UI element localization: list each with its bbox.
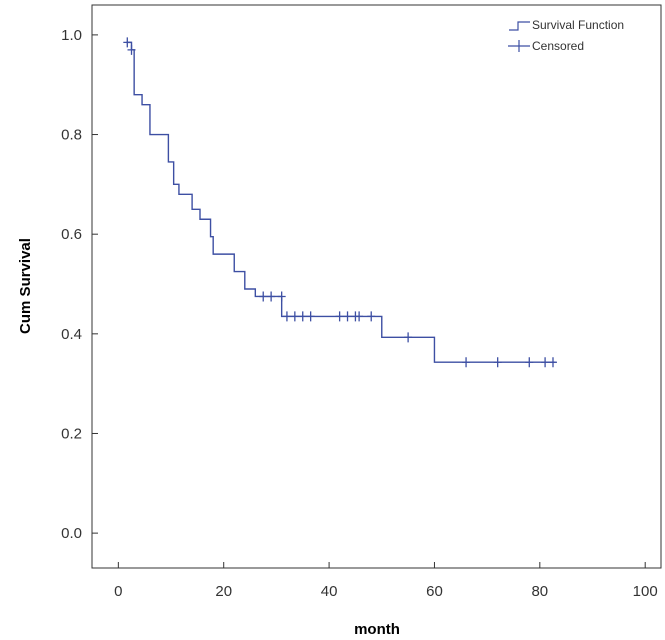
censored-marker [277, 291, 286, 302]
plot-frame [91, 4, 662, 569]
x-axis-title: month [354, 621, 400, 638]
censored-marker [343, 311, 352, 322]
censor-markers [123, 37, 557, 368]
y-tick-labels: 0.0 0.2 0.4 0.6 0.8 1.0 [61, 27, 82, 542]
censored-marker [290, 311, 299, 322]
x-tick-label: 100 [633, 583, 658, 600]
y-tick-label: 0.8 [61, 127, 82, 144]
censored-marker [127, 44, 136, 55]
censored-marker [541, 357, 550, 368]
x-tick-label: 80 [531, 583, 548, 600]
censored-marker [404, 332, 413, 343]
legend: Survival Function Censored [508, 18, 624, 53]
y-tick-label: 0.0 [61, 525, 82, 542]
censored-marker [267, 291, 276, 302]
censored-marker [525, 357, 534, 368]
x-tick-label: 20 [215, 583, 232, 600]
censored-marker [259, 291, 268, 302]
censored-marker [462, 357, 471, 368]
censored-marker [335, 311, 344, 322]
tick-marks [92, 34, 646, 568]
x-tick-label: 0 [114, 583, 122, 600]
censored-marker [306, 311, 315, 322]
censored-marker [493, 357, 502, 368]
legend-censor-swatch [508, 40, 530, 52]
y-tick-label: 0.4 [61, 326, 82, 343]
legend-label-censored: Censored [532, 39, 584, 53]
censored-marker [298, 311, 307, 322]
censored-marker [367, 311, 376, 322]
y-tick-label: 0.2 [61, 425, 82, 442]
censored-marker [548, 357, 557, 368]
censored-marker [355, 311, 364, 322]
y-tick-label: 1.0 [61, 27, 82, 44]
y-axis-title: Cum Survival [17, 238, 34, 334]
x-tick-label: 40 [321, 583, 338, 600]
x-tick-labels: 0 20 40 60 80 100 [114, 583, 658, 600]
y-tick-label: 0.6 [61, 226, 82, 243]
x-tick-label: 60 [426, 583, 443, 600]
censored-marker [123, 37, 132, 48]
legend-step-swatch [509, 21, 530, 31]
legend-label-survival-function: Survival Function [532, 18, 624, 32]
censored-marker [282, 311, 291, 322]
